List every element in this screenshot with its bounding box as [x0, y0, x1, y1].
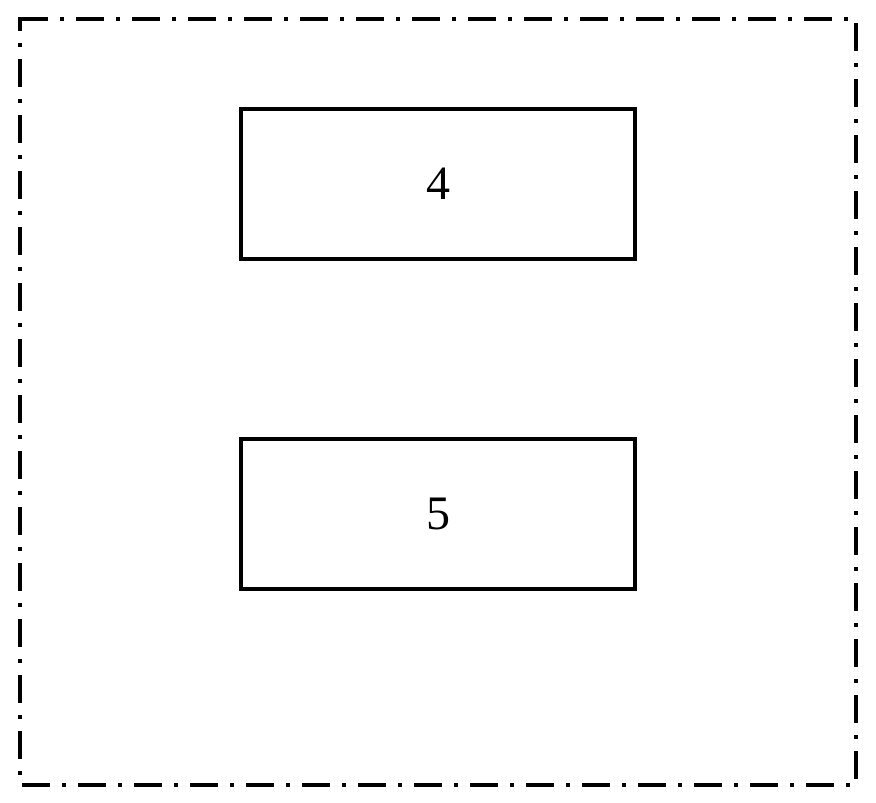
box-4: 4: [239, 107, 637, 261]
diagram-container: 4 5: [18, 17, 858, 787]
box-5-label: 5: [426, 486, 450, 541]
box-5: 5: [239, 437, 637, 591]
box-4-label: 4: [426, 156, 450, 211]
